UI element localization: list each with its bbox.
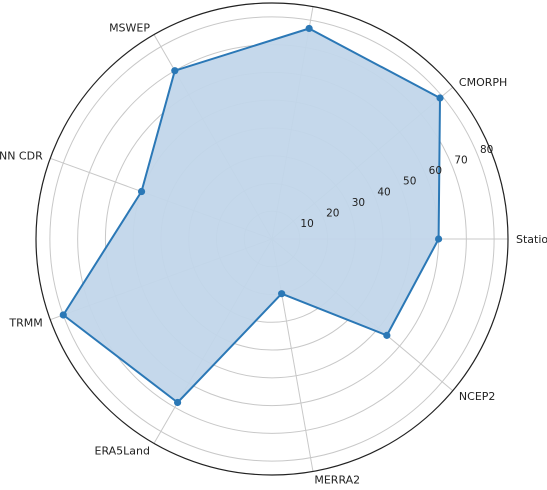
data-point <box>434 235 443 243</box>
radial-tick-label: 60 <box>429 165 442 177</box>
category-label: Station <box>516 233 547 246</box>
data-point <box>59 311 67 319</box>
radial-tick-label: 70 <box>454 154 467 166</box>
category-label: MERRA2 <box>314 473 360 486</box>
tick-layer: 10 20 30 40 50 60 70 80 <box>300 144 493 230</box>
series-fill-area <box>63 28 441 403</box>
frame-layer <box>35 2 509 476</box>
data-point <box>305 24 313 33</box>
label-layer: Station CMORPH MSWEP PERSIANN CDR TRMM ERA5La… <box>0 22 547 487</box>
category-label: CMORPH <box>459 76 507 89</box>
radial-tick-label: 40 <box>377 186 390 198</box>
series-layer <box>59 24 444 407</box>
radial-tick-label: 10 <box>300 218 313 230</box>
data-point <box>278 290 286 298</box>
data-point <box>436 94 444 102</box>
category-label: MSWEP <box>109 22 150 35</box>
data-point <box>383 331 391 339</box>
category-label: TRMM <box>8 316 42 329</box>
series-line <box>62 27 441 404</box>
radial-tick-label: 80 <box>480 144 493 156</box>
radial-tick-label: 50 <box>403 176 416 188</box>
radial-tick-label: 20 <box>326 208 339 220</box>
category-label: PERSIANN CDR <box>0 150 43 163</box>
category-label: ERA5Land <box>95 444 151 457</box>
data-point <box>174 398 182 407</box>
data-point <box>137 187 146 196</box>
data-point <box>171 67 179 75</box>
outer-frame <box>35 2 509 476</box>
radial-tick-label: 30 <box>352 197 365 209</box>
category-label: NCEP2 <box>459 390 496 403</box>
